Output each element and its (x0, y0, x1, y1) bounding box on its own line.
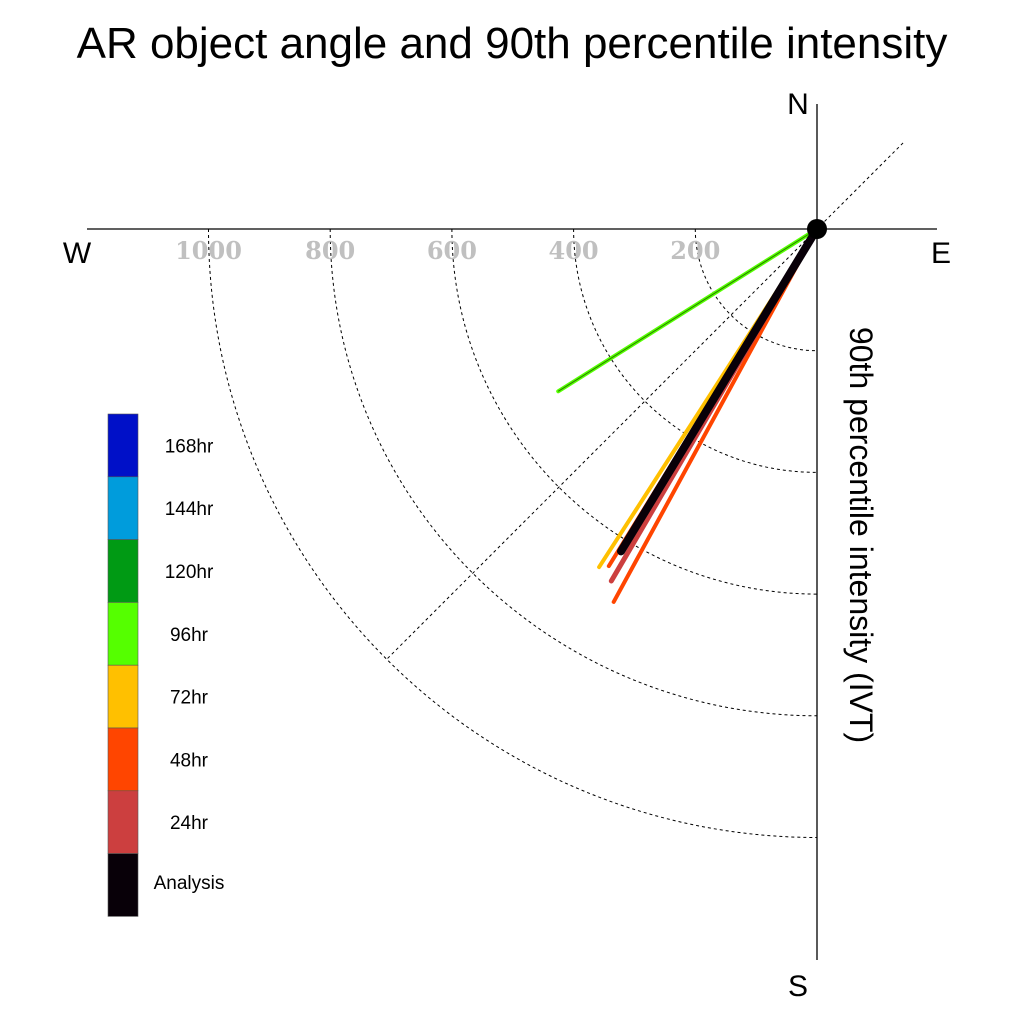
radial-tick-label: 200 (670, 236, 720, 265)
compass-east-label: E (931, 237, 951, 270)
legend-label: 72hr (170, 688, 209, 709)
legend-swatch (107, 413, 139, 478)
legend-label: 144hr (165, 499, 214, 520)
legend-label: 96hr (170, 625, 209, 646)
vector-analysis (617, 225, 821, 556)
legend-swatch (107, 602, 139, 666)
legend-swatch (107, 664, 139, 729)
legend-swatch (107, 790, 139, 854)
radial-tick-label: 800 (305, 236, 355, 265)
vector-96hr-centerline (557, 228, 818, 392)
radial-tick-label: 600 (427, 236, 477, 265)
guide-lines (386, 142, 904, 660)
chart-title: AR object angle and 90th percentile inte… (77, 19, 948, 68)
origin-marker (807, 219, 827, 239)
radial-tick-labels: 200 400 600 800 1000 (175, 236, 720, 265)
compass-north-label: N (787, 88, 809, 121)
radial-ring (573, 228, 818, 473)
guide-line-45 (386, 142, 904, 660)
radial-rings (208, 228, 818, 838)
legend-swatch (107, 727, 139, 792)
radial-ring (208, 228, 818, 838)
compass-south-label: S (788, 970, 808, 1003)
forecast-vectors (556, 225, 821, 604)
legend-swatch (107, 539, 139, 603)
radial-tick-label: 400 (549, 236, 599, 265)
radial-ring (451, 228, 818, 595)
radial-tick-label: 1000 (175, 236, 242, 265)
compass-west-label: W (63, 237, 92, 270)
radial-ring (329, 228, 818, 717)
radial-ring (694, 228, 818, 352)
legend-swatch (107, 853, 139, 917)
radial-axis-label: 90th percentile intensity (IVT) (843, 327, 879, 743)
legend-swatch (107, 476, 139, 540)
legend-label: 24hr (170, 813, 209, 834)
legend-label: 120hr (165, 562, 214, 583)
legend-label: Analysis (154, 873, 225, 894)
legend-label: 48hr (170, 750, 209, 771)
legend: 168hr 144hr 120hr 96hr 72hr 48hr 24hr Analysis (107, 413, 225, 917)
legend-label: 168hr (165, 436, 214, 457)
